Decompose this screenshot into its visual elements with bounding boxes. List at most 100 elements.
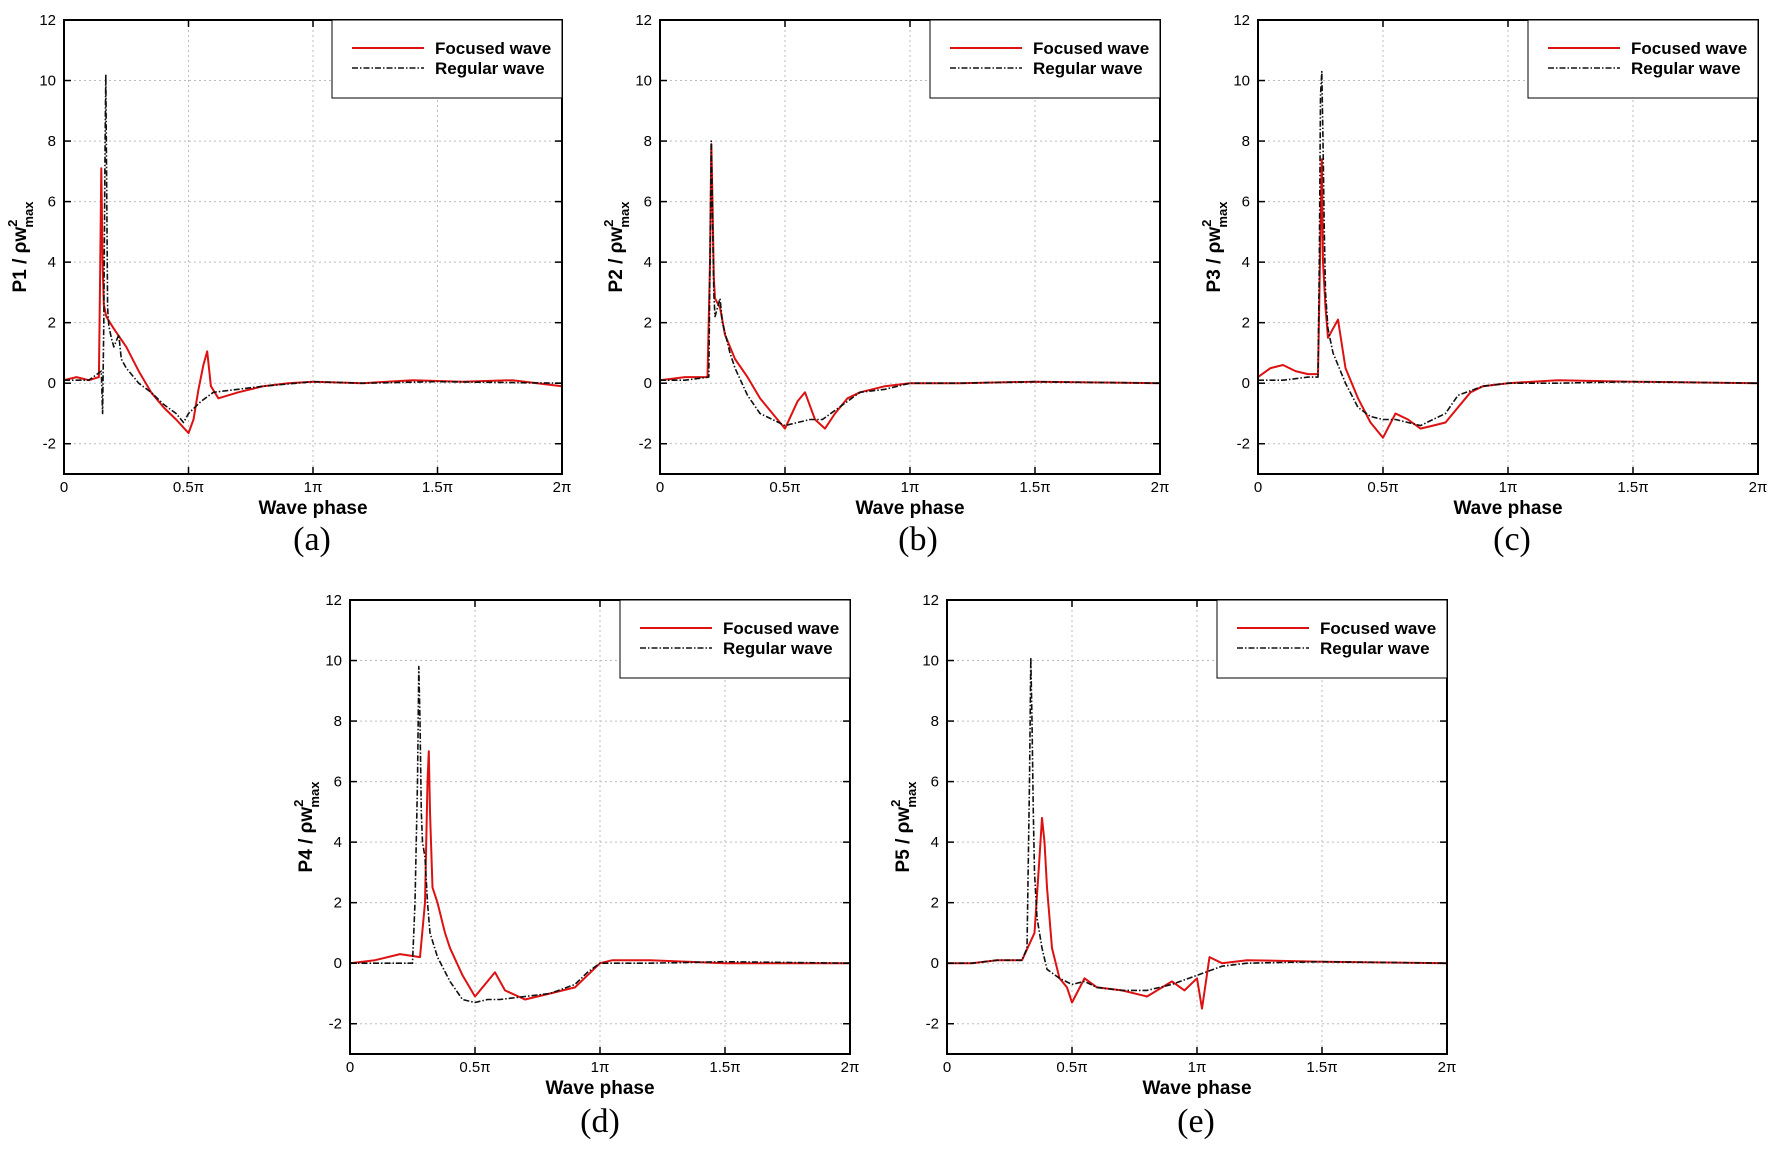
x-tick-label: 0 [656,479,664,496]
legend-label: Focused wave [723,619,839,638]
y-tick-label: 4 [1242,254,1250,271]
legend-label: Regular wave [435,59,545,78]
x-tick-label: 1π [304,479,323,496]
y-axis-label: P5 / ρw2max [888,781,919,873]
x-tick-label: 0.5π [459,1059,490,1076]
y-tick-label: 12 [1233,12,1250,29]
legend-box [1527,19,1759,99]
legend-label: Focused wave [1033,39,1149,58]
chart-panel-d: 0 0.5π 1π 1.5π 2π -2 0 2 4 6 8 10 12 Wave phase P4 / ρ… [291,592,859,1140]
regular-wave-series-line [947,656,1447,992]
y-label-superscript: 2 [291,800,306,807]
x-axis-label: Wave phase [545,1078,654,1099]
y-tick-label: 6 [334,774,342,791]
y-tick-label: -2 [926,1016,939,1033]
y-label-subscript: max [307,781,322,808]
x-tick-label: 1π [901,479,920,496]
y-label-subscript: max [617,201,632,228]
y-tick-label: 0 [334,955,342,972]
x-tick-label: 0 [943,1059,951,1076]
legend-box [331,19,563,99]
y-tick-label: -2 [1237,436,1250,453]
y-tick-label: 2 [334,895,342,912]
y-tick-label: -2 [639,436,652,453]
focused-wave-series-line [1258,158,1758,439]
legend-box [929,19,1161,99]
y-label-subscript: max [21,201,36,228]
y-tick-label: 8 [334,713,342,730]
x-tick-label: 0.5π [769,479,800,496]
legend-label: Regular wave [1033,59,1143,78]
y-tick-label: 6 [644,194,652,211]
y-label-superscript: 2 [888,800,903,807]
y-axis-label: P4 / ρw2max [291,781,322,873]
y-tick-label: 8 [48,133,56,150]
x-tick-label: 2π [1151,479,1170,496]
x-axis-label: Wave phase [1142,1078,1251,1099]
panel-caption: (e) [1177,1103,1215,1140]
panel-caption: (d) [580,1103,620,1140]
y-tick-label: 10 [1233,73,1250,90]
y-tick-label: -2 [43,436,56,453]
y-label-subscript: max [1215,201,1230,228]
legend-label: Focused wave [1631,39,1747,58]
y-label-superscript: 2 [5,220,20,227]
x-tick-label: 0.5π [1367,479,1398,496]
y-label-main: P4 / ρw [296,807,317,873]
y-tick-label: 12 [325,592,342,609]
chart-panel-a: 0 0.5π 1π 1.5π 2π -2 0 2 4 6 8 10 12 Wave phase P1 / ρ… [5,12,571,558]
x-tick-label: 1.5π [1019,479,1050,496]
y-tick-label: 2 [1242,315,1250,332]
chart-panel-c: 0 0.5π 1π 1.5π 2π -2 0 2 4 6 8 10 12 Wave phase P3 / ρ… [1199,12,1767,558]
x-tick-label: 1.5π [1617,479,1648,496]
x-axis-label: Wave phase [1453,498,1562,519]
y-tick-label: 8 [644,133,652,150]
y-tick-label: 8 [1242,133,1250,150]
y-axis-label: P1 / ρw2max [5,201,36,293]
y-label-main: P1 / ρw [10,227,31,293]
y-label-main: P3 / ρw [1204,227,1225,293]
y-tick-label: 0 [48,375,56,392]
focused-wave-series-line [64,167,562,435]
x-axis-label: Wave phase [855,498,964,519]
legend-box [1216,599,1448,679]
y-tick-label: 12 [635,12,652,29]
x-tick-label: 1.5π [709,1059,740,1076]
legend-box [619,599,851,679]
y-tick-label: 2 [931,895,939,912]
x-axis-label: Wave phase [258,498,367,519]
x-tick-label: 0 [1254,479,1262,496]
y-tick-label: 4 [334,834,342,851]
y-tick-label: 12 [39,12,56,29]
y-tick-label: 0 [644,375,652,392]
y-tick-label: 10 [922,653,939,670]
y-label-subscript: max [904,781,919,808]
y-tick-label: 10 [635,73,652,90]
y-tick-label: 10 [39,73,56,90]
y-tick-label: 4 [644,254,652,271]
y-tick-label: 0 [1242,375,1250,392]
chart-panel-e: 0 0.5π 1π 1.5π 2π -2 0 2 4 6 8 10 12 Wave phase P5 / ρ… [888,592,1456,1140]
y-tick-label: 8 [931,713,939,730]
x-tick-label: 2π [1438,1059,1457,1076]
regular-wave-series-line [350,665,850,1004]
x-tick-label: 0 [346,1059,354,1076]
y-tick-label: 6 [48,194,56,211]
y-label-main: P2 / ρw [606,227,627,293]
chart-panel-b: 0 0.5π 1π 1.5π 2π -2 0 2 4 6 8 10 12 Wave phase P2 / ρ… [601,12,1169,558]
panel-caption: (a) [293,521,331,558]
y-tick-label: 10 [325,653,342,670]
y-tick-label: 2 [644,315,652,332]
y-label-superscript: 2 [601,220,616,227]
x-tick-label: 0.5π [1056,1059,1087,1076]
x-tick-label: 0 [60,479,68,496]
y-tick-label: 12 [922,592,939,609]
x-tick-label: 2π [553,479,572,496]
y-tick-label: 6 [1242,194,1250,211]
x-tick-label: 1.5π [422,479,453,496]
